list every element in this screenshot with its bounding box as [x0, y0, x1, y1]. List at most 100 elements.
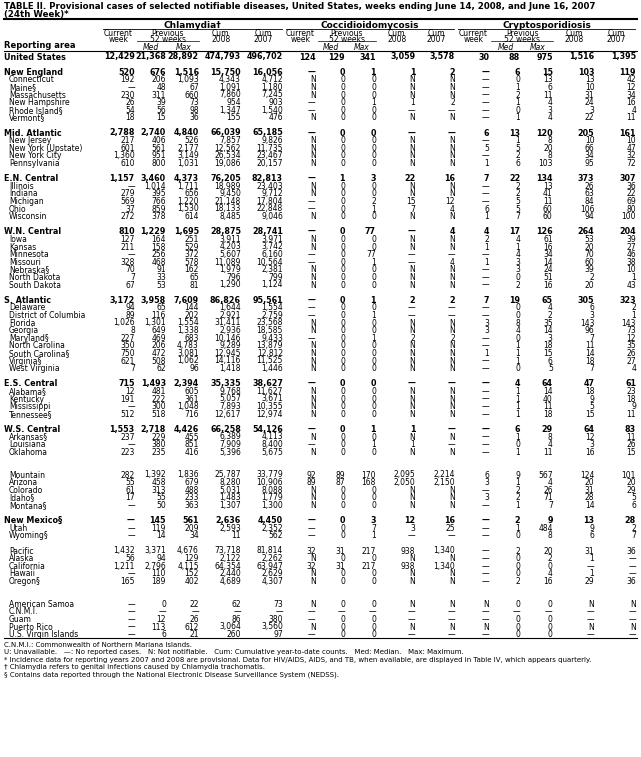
Text: 227: 227	[121, 334, 135, 343]
Text: 65,185: 65,185	[253, 129, 283, 138]
Text: —: —	[481, 379, 489, 388]
Text: New Hampshire: New Hampshire	[9, 98, 70, 107]
Text: 24: 24	[585, 98, 594, 107]
Text: —: —	[482, 114, 489, 123]
Text: 1: 1	[515, 341, 520, 350]
Text: 18,585: 18,585	[256, 326, 283, 335]
Text: 0: 0	[370, 379, 376, 388]
Text: 4: 4	[548, 440, 553, 449]
Text: 279: 279	[121, 189, 135, 198]
Text: 484: 484	[538, 524, 553, 533]
Text: 11,525: 11,525	[256, 357, 283, 366]
Text: —: —	[481, 425, 489, 434]
Text: 0: 0	[340, 75, 345, 84]
Text: 0: 0	[371, 402, 376, 411]
Text: 52 weeks: 52 weeks	[329, 35, 365, 44]
Text: 4,783: 4,783	[177, 341, 199, 350]
Text: 12: 12	[585, 432, 594, 441]
Text: 3: 3	[485, 478, 489, 487]
Text: District of Columbia: District of Columbia	[9, 311, 85, 320]
Text: Ohio: Ohio	[9, 204, 27, 213]
Text: 19,086: 19,086	[214, 159, 241, 168]
Text: —: —	[127, 622, 135, 631]
Text: 10,564: 10,564	[256, 257, 283, 266]
Text: —: —	[127, 524, 135, 533]
Text: TABLE II. Provisional cases of selected notifiable diseases, United States, week: TABLE II. Provisional cases of selected …	[4, 2, 595, 11]
Text: N: N	[410, 600, 415, 609]
Text: 0: 0	[371, 75, 376, 84]
Text: E.S. Central: E.S. Central	[4, 379, 58, 388]
Text: 7: 7	[590, 334, 594, 343]
Text: 1,338: 1,338	[177, 326, 199, 335]
Text: 1,446: 1,446	[262, 364, 283, 373]
Text: N: N	[410, 182, 415, 191]
Text: 2,262: 2,262	[262, 554, 283, 563]
Text: N: N	[410, 402, 415, 411]
Text: 37: 37	[125, 204, 135, 213]
Text: American Samoa: American Samoa	[9, 600, 74, 609]
Text: 0: 0	[340, 91, 345, 99]
Text: 0: 0	[340, 212, 345, 221]
Text: 3: 3	[590, 106, 594, 115]
Text: 2007: 2007	[426, 35, 446, 44]
Text: 48: 48	[156, 83, 166, 92]
Text: 612: 612	[185, 622, 199, 631]
Text: 1,157: 1,157	[110, 174, 135, 183]
Text: 614: 614	[185, 212, 199, 221]
Text: 4: 4	[450, 257, 455, 266]
Text: —: —	[482, 273, 489, 282]
Text: South Carolina§: South Carolina§	[9, 349, 69, 358]
Text: N: N	[410, 447, 415, 456]
Text: 799: 799	[269, 273, 283, 282]
Text: 8: 8	[130, 326, 135, 335]
Text: 0: 0	[371, 91, 376, 99]
Text: N: N	[449, 182, 455, 191]
Text: —: —	[482, 265, 489, 274]
Text: N: N	[410, 151, 415, 160]
Text: —: —	[482, 182, 489, 191]
Text: 6,160: 6,160	[262, 250, 283, 259]
Text: 7,857: 7,857	[219, 136, 241, 145]
Text: 31: 31	[335, 547, 345, 556]
Text: 251: 251	[185, 235, 199, 244]
Text: Guam: Guam	[9, 615, 32, 624]
Text: 10: 10	[585, 136, 594, 145]
Text: 0: 0	[340, 341, 345, 350]
Text: 1,779: 1,779	[262, 494, 283, 503]
Text: 518: 518	[151, 410, 166, 419]
Text: 395: 395	[151, 189, 166, 198]
Text: 35: 35	[543, 319, 553, 328]
Text: 903: 903	[269, 98, 283, 107]
Text: 11: 11	[626, 432, 636, 441]
Text: 3: 3	[515, 257, 520, 266]
Text: 7: 7	[371, 524, 376, 533]
Text: Florida: Florida	[9, 319, 35, 328]
Text: 0: 0	[371, 501, 376, 510]
Text: 35,335: 35,335	[210, 379, 241, 388]
Text: Med: Med	[143, 43, 160, 52]
Text: 3,911: 3,911	[219, 235, 241, 244]
Text: 0: 0	[371, 304, 376, 313]
Text: 52 weeks: 52 weeks	[150, 35, 186, 44]
Text: 17: 17	[125, 494, 135, 503]
Text: New York City: New York City	[9, 151, 62, 160]
Text: 41: 41	[543, 189, 553, 198]
Text: West Virginia: West Virginia	[9, 364, 60, 373]
Text: —: —	[628, 554, 636, 563]
Text: 8,485: 8,485	[219, 212, 241, 221]
Text: week: week	[463, 35, 483, 44]
Text: 65: 65	[189, 273, 199, 282]
Text: N: N	[310, 189, 315, 198]
Text: 0: 0	[515, 364, 520, 373]
Text: N: N	[410, 364, 415, 373]
Text: 0: 0	[371, 242, 376, 251]
Text: —: —	[158, 607, 166, 616]
Text: N: N	[410, 326, 415, 335]
Text: —: —	[308, 615, 315, 624]
Text: 0: 0	[340, 129, 345, 138]
Text: Idaho§: Idaho§	[9, 494, 34, 503]
Text: 14: 14	[543, 257, 553, 266]
Text: 60: 60	[543, 204, 553, 213]
Text: N: N	[449, 326, 455, 335]
Text: 3,172: 3,172	[110, 296, 135, 305]
